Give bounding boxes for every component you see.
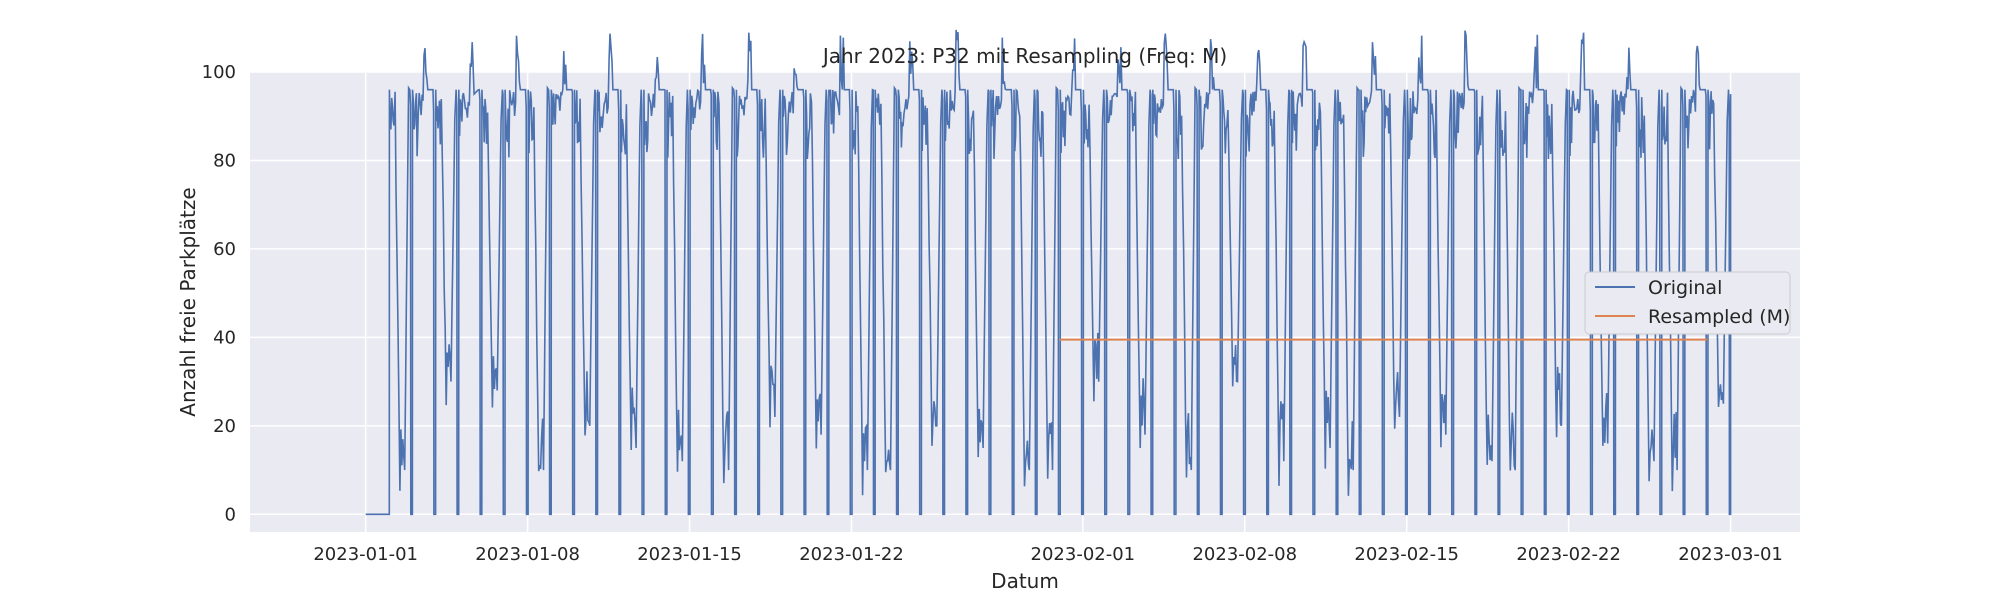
x-tick-label: 2023-01-01: [313, 544, 418, 565]
legend: Original Resampled (M): [1584, 271, 1791, 335]
x-tick-label: 2023-02-22: [1516, 544, 1621, 565]
x-tick-label: 2023-02-15: [1354, 544, 1459, 565]
y-tick-label: 100: [202, 62, 236, 83]
tick-labels: 0 20 40 60 80 100 2023-01-01 2023-01-08 2023-01-…: [202, 62, 1783, 565]
x-tick-label: 2023-01-15: [637, 544, 742, 565]
series-line-original: [365, 29, 1732, 516]
x-tick-label: 2023-03-01: [1678, 544, 1783, 565]
legend-label-original: Original: [1648, 277, 1722, 299]
y-tick-label: 80: [213, 150, 236, 171]
y-tick-label: 40: [213, 327, 236, 348]
x-tick-label: 2023-02-08: [1192, 544, 1297, 565]
series-layer: [365, 29, 1732, 516]
y-tick-label: 60: [213, 239, 236, 260]
legend-label-resampled: Resampled (M): [1648, 306, 1790, 328]
x-tick-label: 2023-01-22: [799, 544, 904, 565]
y-tick-label: 20: [213, 416, 236, 437]
chart-title: Jahr 2023: P32 mit Resampling (Freq: M): [821, 44, 1227, 68]
x-tick-label: 2023-02-01: [1031, 544, 1136, 565]
y-axis-label: Anzahl freie Parkplätze: [176, 187, 200, 416]
y-tick-label: 0: [225, 504, 236, 525]
x-tick-label: 2023-01-08: [475, 544, 580, 565]
x-axis-label: Datum: [991, 569, 1059, 593]
legend-box: [1584, 271, 1791, 335]
